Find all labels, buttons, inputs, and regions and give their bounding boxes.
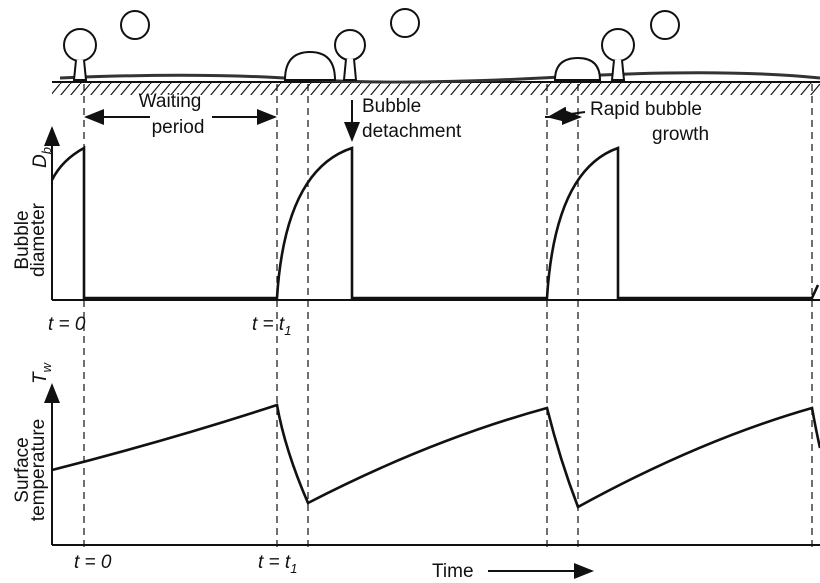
label: detachment: [362, 121, 462, 142]
label: Time: [432, 561, 474, 582]
label: period: [152, 117, 205, 138]
axis-label: diameter: [28, 202, 49, 277]
label: Rapid bubble: [590, 99, 702, 120]
axis-symbol: Db: [30, 147, 54, 168]
tick-label: t = t1: [252, 314, 291, 338]
tick-label: t = 0: [48, 314, 86, 335]
surface-temperature-curve: [51, 403, 820, 509]
subscript: 1: [290, 561, 297, 576]
label: growth: [652, 124, 709, 145]
subscript: w: [39, 361, 54, 372]
axis-label: Bubble: [12, 210, 33, 269]
axes: [44, 126, 820, 546]
subscript: 1: [284, 323, 291, 338]
bubble-diameter-curve: [50, 145, 820, 300]
tick-text: t = t: [252, 314, 285, 335]
annotation-arrows: [84, 100, 594, 579]
label: Bubble: [362, 96, 421, 117]
heated-wall: [52, 71, 820, 95]
tick-label: t = t1: [258, 552, 297, 576]
symbol: D: [30, 154, 51, 168]
tick-text: t = t: [258, 552, 291, 573]
label: Waiting: [139, 91, 202, 112]
subscript: b: [39, 147, 54, 154]
axis-label: temperature: [28, 419, 49, 521]
axis-label: Surface: [12, 437, 33, 502]
bubbles: [63, 8, 680, 81]
symbol: T: [30, 371, 51, 384]
time-markers: [83, 84, 813, 548]
axis-symbol: Tw: [30, 361, 54, 384]
tick-label: t = 0: [74, 552, 112, 573]
